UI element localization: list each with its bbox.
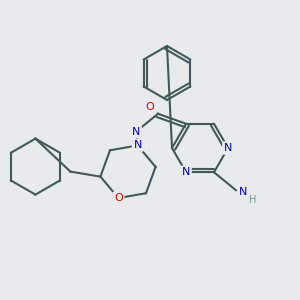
Text: N: N	[182, 167, 190, 177]
Text: N: N	[224, 143, 232, 153]
Text: O: O	[114, 193, 123, 203]
Text: N: N	[132, 127, 140, 137]
Text: O: O	[146, 102, 154, 112]
Text: H: H	[249, 195, 257, 205]
Text: N: N	[239, 187, 247, 197]
Text: N: N	[134, 140, 142, 150]
